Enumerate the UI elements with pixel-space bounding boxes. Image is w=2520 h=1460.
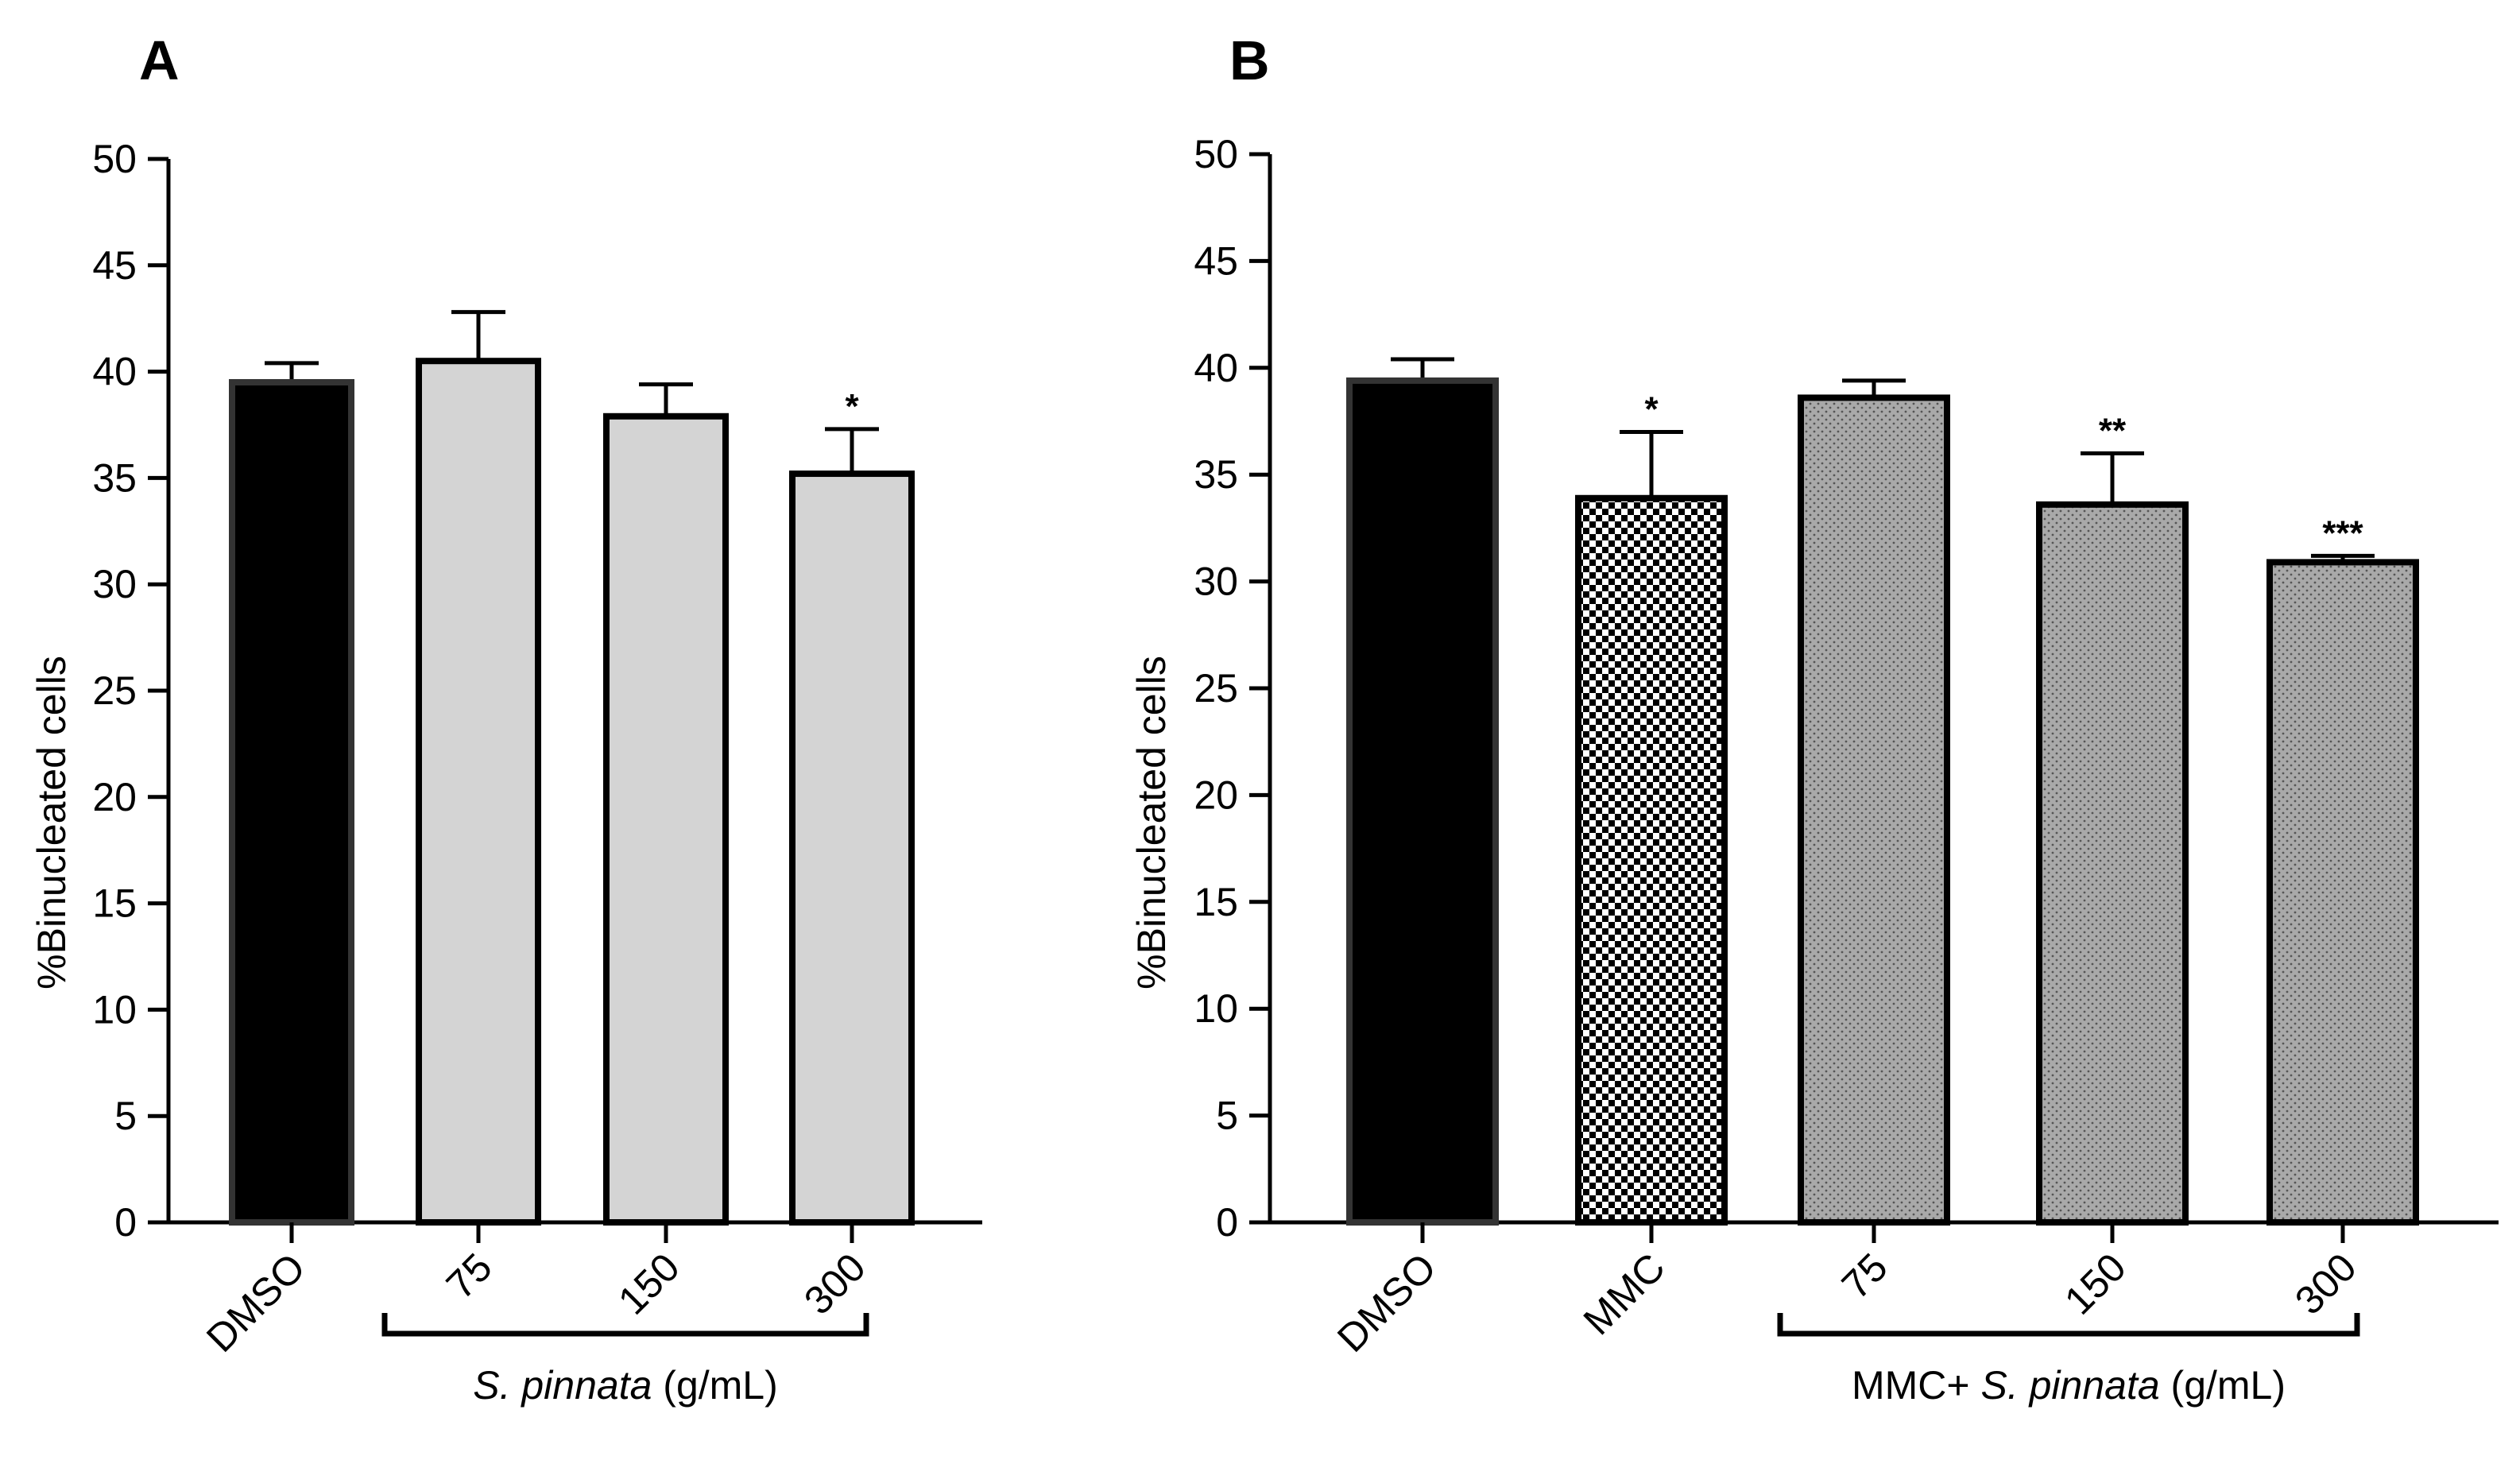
y-tick-label: 25 (92, 668, 137, 713)
y-tick-label: 5 (1216, 1094, 1238, 1138)
y-axis-title: %Binucleated cells (1129, 656, 1174, 989)
y-tick-label: 50 (92, 137, 137, 181)
significance-label: * (1644, 389, 1659, 428)
panel-b: B %Binucleated cells 0 5 10 15 20 25 30 35 40 45 5… (1129, 29, 2499, 1408)
bar (1575, 494, 1728, 1226)
y-tick-label: 20 (1194, 773, 1238, 817)
x-tick-label: DMSO (198, 1245, 314, 1361)
group-label-prefix: MMC+ (1852, 1363, 1981, 1408)
x-tick-label: MMC (1575, 1245, 1674, 1343)
group-label: S. pinnata (g/mL) (473, 1363, 778, 1408)
y-tick-label: 10 (92, 987, 137, 1032)
bars: ****** (1346, 357, 2419, 1243)
group-bracket: MMC+ S. pinnata (g/mL) (1777, 1313, 2360, 1408)
y-tick-label: 45 (1194, 238, 1238, 283)
x-tick-label: 150 (2056, 1245, 2135, 1323)
x-tick-label: 300 (2286, 1245, 2365, 1323)
bar (789, 471, 915, 1226)
x-tick-label: 75 (438, 1245, 501, 1307)
x-axis-labels: DMSO 75 150 300 (198, 1245, 874, 1361)
y-axis: 0 5 10 15 20 25 30 35 40 45 50 (92, 137, 982, 1245)
y-tick-label: 15 (1194, 880, 1238, 924)
y-tick-label: 35 (1194, 452, 1238, 497)
bar (2266, 559, 2419, 1226)
y-tick-label: 20 (92, 775, 137, 819)
group-label-unit: (g/mL) (2160, 1363, 2286, 1408)
bars: * (229, 310, 915, 1243)
group-bracket: S. pinnata (g/mL) (381, 1313, 869, 1408)
y-tick-label: 30 (92, 562, 137, 606)
y-tick-label: 45 (92, 243, 137, 288)
x-tick-label: 150 (610, 1245, 688, 1323)
significance-label: ** (2099, 411, 2127, 450)
group-label: MMC+ S. pinnata (g/mL) (1852, 1363, 2286, 1408)
x-axis-labels: DMSO MMC 75 150 300 (1329, 1245, 2365, 1361)
y-tick-label: 30 (1194, 560, 1238, 604)
bar (1798, 394, 1950, 1226)
panel-a: A %Binucleated cells 0 5 10 15 20 25 30 35 40 45 5… (29, 29, 982, 1408)
y-tick-label: 40 (1194, 346, 1238, 390)
y-tick-label: 5 (114, 1094, 137, 1138)
bar (1346, 377, 1499, 1226)
bar (229, 378, 354, 1226)
panel-letter: A (139, 29, 180, 91)
panel-letter: B (1229, 29, 1270, 91)
x-tick-label: DMSO (1329, 1245, 1445, 1361)
bar (416, 358, 541, 1226)
y-tick-label: 50 (1194, 132, 1238, 176)
y-tick-label: 0 (1216, 1200, 1238, 1245)
x-tick-label: 300 (795, 1245, 874, 1323)
y-tick-label: 25 (1194, 666, 1238, 711)
group-label-species: S. pinnata (473, 1363, 652, 1408)
bracket-line (1777, 1313, 2360, 1337)
y-tick-label: 35 (92, 455, 137, 500)
group-label-species: S. pinnata (1980, 1363, 2159, 1408)
y-tick-label: 0 (114, 1200, 137, 1245)
x-tick-label: 75 (1833, 1245, 1896, 1307)
bar (603, 412, 729, 1226)
y-tick-label: 10 (1194, 986, 1238, 1031)
y-tick-label: 15 (92, 881, 137, 926)
bracket-line (381, 1313, 869, 1337)
y-tick-label: 40 (92, 350, 137, 394)
group-label-unit: (g/mL) (652, 1363, 777, 1408)
bar (2036, 501, 2189, 1226)
significance-label: * (845, 387, 859, 426)
y-axis-title: %Binucleated cells (29, 656, 74, 989)
significance-label: *** (2322, 513, 2363, 552)
